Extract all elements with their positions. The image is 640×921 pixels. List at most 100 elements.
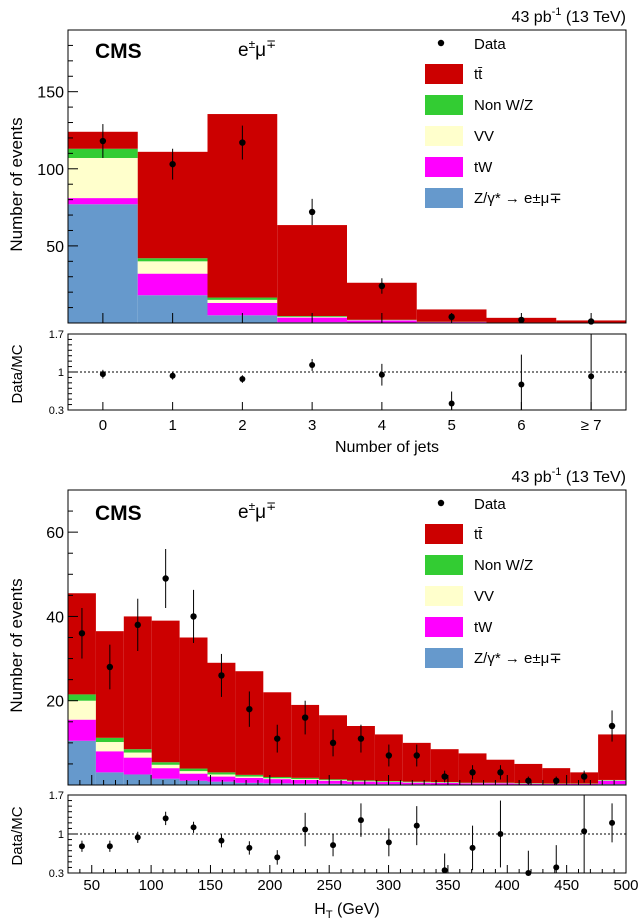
stack-bar <box>486 783 515 785</box>
stack-bar <box>207 299 278 303</box>
cms-label: CMS <box>95 40 142 63</box>
stack-bar <box>430 782 459 785</box>
ratio-point <box>274 854 281 861</box>
legend: Data tt̄ Non W/Z VV tW Z/γ* → e±μ∓ <box>425 36 562 208</box>
stack-bar <box>151 778 180 785</box>
stack-bar <box>263 778 292 780</box>
y-tick-label: 50 <box>46 239 64 256</box>
x-tick-label: 200 <box>257 877 282 894</box>
legend-swatch <box>425 555 463 575</box>
stack-bar <box>319 780 347 781</box>
legend-marker-data <box>437 39 445 47</box>
ratio-point <box>218 837 225 844</box>
x-tick-label: 500 <box>613 877 638 894</box>
legend-swatch <box>425 188 463 208</box>
stack-bar <box>277 225 347 317</box>
data-point <box>469 769 476 776</box>
ratio-point <box>469 844 476 851</box>
stack-bar <box>123 757 152 775</box>
data-point <box>525 777 532 784</box>
data-point <box>441 773 448 780</box>
stack-bar <box>137 273 208 296</box>
data-point <box>308 208 316 216</box>
data-point <box>580 773 588 780</box>
x-tick-label: 300 <box>376 877 401 894</box>
data-point <box>378 282 386 290</box>
legend-label: Non W/Z <box>474 97 533 114</box>
y-tick-label: 60 <box>46 525 64 542</box>
data-point <box>329 739 337 747</box>
legend-label: VV <box>474 588 494 605</box>
legend: Data tt̄ Non W/Z VV tW Z/γ* → e±μ∓ <box>425 496 562 668</box>
lumi-label: 43 pb-1 (13 TeV) <box>512 6 626 26</box>
y-tick-label: 150 <box>37 85 64 102</box>
stack-bar <box>319 780 347 784</box>
cms-label: CMS <box>95 502 142 525</box>
stack-bar <box>207 302 278 316</box>
channel-label: e±μ∓ <box>238 499 276 523</box>
stack-bar <box>151 764 180 769</box>
ratio-point <box>448 400 455 407</box>
legend-swatch <box>425 157 463 177</box>
stack-bar <box>151 620 180 763</box>
stack-bar <box>263 779 292 784</box>
ratio-point <box>239 376 246 383</box>
x-tick-label: ≥ 7 <box>581 417 602 434</box>
ratio-tick-label: 1.7 <box>49 790 64 802</box>
ratio-point <box>78 843 85 850</box>
legend-swatch <box>425 95 463 115</box>
legend-marker-data <box>437 499 445 507</box>
stack-bar <box>68 198 138 205</box>
ratio-point <box>106 843 113 850</box>
legend-label: tt̄ <box>474 526 483 543</box>
y-axis-label: Number of events <box>7 117 26 251</box>
ratio-point <box>581 828 588 835</box>
ratio-point <box>134 834 141 841</box>
stack-bar <box>179 780 208 785</box>
stack-bar <box>95 751 124 773</box>
ratio-point <box>246 844 253 851</box>
stack-bar <box>68 157 138 199</box>
ratio-tick-label: 1 <box>58 367 64 379</box>
x-tick-label: 350 <box>435 877 460 894</box>
ratio-point <box>190 824 197 831</box>
stack-bar <box>179 773 208 781</box>
x-tick-label: 250 <box>317 877 342 894</box>
stack-bar <box>402 781 431 783</box>
legend-label: Z/γ* → e±μ∓ <box>474 190 562 207</box>
stack-bar <box>207 297 278 300</box>
data-point <box>218 672 225 679</box>
x-tick-label: 0 <box>99 417 107 434</box>
legend-swatch <box>425 64 463 84</box>
stack-bar <box>235 782 264 785</box>
stack-bar <box>570 783 599 785</box>
stack-bar <box>402 782 431 785</box>
ratio-tick-label: 0.3 <box>49 405 64 417</box>
ratio-point <box>497 831 504 837</box>
x-tick-label: 450 <box>554 877 579 894</box>
stack-bar <box>179 768 208 772</box>
chart-2: 20 40 60 43 pb-1 (13 TeV) CMS e±μ∓ Data tt̄ Non … <box>7 466 639 921</box>
x-tick-label: 5 <box>447 417 455 434</box>
stack-bar <box>123 752 152 758</box>
stack-bar <box>68 694 96 701</box>
legend-swatch <box>425 648 463 668</box>
data-point <box>169 160 176 168</box>
stack-bar <box>207 772 236 775</box>
stack-bar <box>123 749 152 753</box>
data-point <box>301 714 309 721</box>
legend-label: tW <box>474 619 493 636</box>
stack-bar <box>123 774 152 785</box>
x-axis-label: HT (GeV) <box>314 901 379 921</box>
x-tick-label: 50 <box>83 877 100 894</box>
x-tick-label: 150 <box>198 877 223 894</box>
ratio-point <box>302 826 309 833</box>
legend-label: Non W/Z <box>474 557 533 574</box>
ratio-point <box>309 361 316 368</box>
legend-swatch <box>425 617 463 637</box>
x-tick-label: 6 <box>517 417 525 434</box>
legend-label: Data <box>474 36 506 53</box>
ratio-tick-label: 1 <box>58 829 64 841</box>
ratio-point <box>99 371 106 378</box>
legend-label: tW <box>474 159 493 176</box>
